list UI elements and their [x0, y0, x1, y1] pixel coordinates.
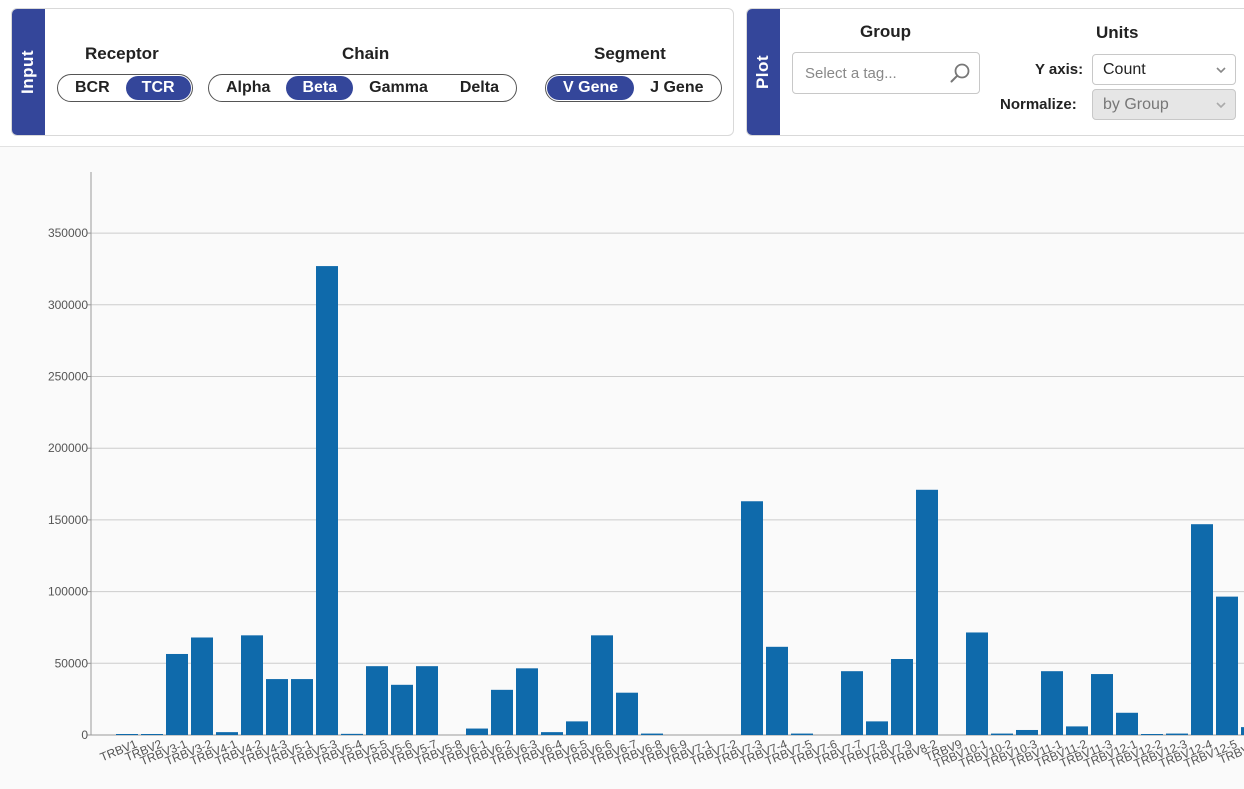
plot-tab-label: Plot — [753, 54, 773, 90]
bar-trbv4-3 — [266, 679, 288, 735]
bar-trbv6-8 — [641, 733, 663, 735]
normalize-value: by Group — [1103, 95, 1169, 113]
bar-trbv11-2 — [1066, 726, 1088, 735]
search-icon[interactable] — [949, 62, 971, 84]
bar-trbv10-2 — [991, 733, 1013, 735]
bar-trbv3-2 — [191, 637, 213, 735]
bar-trbv7-5 — [791, 733, 813, 735]
chain-title: Chain — [342, 44, 390, 63]
bar-trbv12-1 — [1116, 712, 1138, 735]
y-tick-label: 150000 — [48, 513, 88, 527]
bar-trbv7-3 — [741, 501, 763, 735]
bar-trbv3-1 — [166, 653, 188, 735]
y-tick-label: 100000 — [48, 585, 88, 599]
bar-trbv2 — [141, 734, 163, 735]
plot-tab[interactable]: Plot — [747, 9, 780, 135]
y-tick-label: 0 — [81, 728, 88, 742]
bar-trbv5-6 — [391, 684, 413, 735]
bar-trbv11-3 — [1091, 674, 1113, 735]
units-title: Units — [1096, 23, 1139, 42]
y-tick-label: 50000 — [55, 656, 89, 670]
bar-trbv12-3 — [1166, 733, 1188, 735]
bar-trbv10-1 — [966, 632, 988, 735]
bar-trbv6-6 — [591, 635, 613, 735]
segment-toggle: V Gene J Gene — [545, 74, 722, 102]
chain-gamma-button[interactable]: Gamma — [369, 79, 428, 96]
chevron-down-icon — [1216, 102, 1226, 109]
receptor-bcr-button[interactable]: BCR — [75, 79, 110, 96]
segment-title: Segment — [594, 44, 666, 63]
receptor-toggle: BCR TCR — [57, 74, 193, 102]
bar-trbv7-8 — [866, 721, 888, 735]
y-tick-label: 250000 — [48, 370, 88, 384]
bar-trbv6-3 — [516, 668, 538, 735]
segment-j-gene-button[interactable]: J Gene — [650, 79, 704, 96]
bar-trbv6-1 — [466, 728, 488, 735]
bar-trbv13 — [1241, 727, 1244, 735]
bar-trbv7-7 — [841, 671, 863, 735]
y-tick-label: 300000 — [48, 298, 88, 312]
y-axis-label: Y axis: — [1035, 61, 1084, 78]
chain-beta-button[interactable]: Beta — [286, 76, 354, 100]
receptor-tcr-button[interactable]: TCR — [125, 76, 191, 100]
bar-chart: 0 50000 100000 150000 200000 250000 300000 3500… — [48, 172, 1244, 771]
bar-trbv1 — [116, 734, 138, 735]
bar-trbv6-2 — [491, 689, 513, 735]
bar-trbv7-4 — [766, 646, 788, 735]
bar-trbv8-2 — [916, 489, 938, 735]
y-tick-label: 350000 — [48, 226, 88, 240]
bar-trbv12-5 — [1216, 596, 1238, 735]
y-tick-label: 200000 — [48, 441, 88, 455]
bar-trbv12-2 — [1141, 734, 1163, 735]
bar-trbv6-4 — [541, 732, 563, 735]
receptor-title: Receptor — [85, 44, 159, 63]
bar-trbv5-5 — [366, 666, 388, 735]
bar-trbv5-4 — [341, 733, 363, 735]
input-tab[interactable]: Input — [12, 9, 45, 135]
bar-trbv4-1 — [216, 732, 238, 735]
y-axis-select[interactable]: Count — [1092, 54, 1236, 85]
bar-trbv5-1 — [291, 679, 313, 735]
bar-trbv7-9 — [891, 658, 913, 735]
input-panel: Input Receptor BCR TCR Chain Alpha Beta … — [11, 8, 734, 136]
group-tag-search — [792, 52, 980, 94]
normalize-label: Normalize: — [1000, 96, 1077, 113]
plot-panel: Plot Group Units Y axis: Count Normalize… — [746, 8, 1244, 136]
input-tab-label: Input — [18, 49, 38, 95]
chain-alpha-button[interactable]: Alpha — [226, 79, 271, 96]
group-title: Group — [860, 22, 911, 41]
y-axis-value: Count — [1103, 60, 1146, 78]
chevron-down-icon — [1216, 67, 1226, 74]
bar-trbv5-7 — [416, 666, 438, 735]
chain-delta-button[interactable]: Delta — [459, 79, 499, 96]
normalize-select[interactable]: by Group — [1092, 89, 1236, 120]
bar-trbv6-5 — [566, 721, 588, 735]
bar-trbv11-1 — [1041, 671, 1063, 735]
chain-toggle: Alpha Beta Gamma Delta — [208, 74, 517, 102]
bar-trbv6-7 — [616, 692, 638, 735]
bar-trbv12-4 — [1191, 524, 1213, 735]
bar-trbv4-2 — [241, 635, 263, 735]
group-tag-input[interactable] — [805, 53, 945, 93]
segment-v-gene-button[interactable]: V Gene — [547, 76, 635, 100]
bar-trbv5-3 — [316, 266, 338, 735]
chart-area: 0 50000 100000 150000 200000 250000 300000 3500… — [0, 146, 1244, 789]
bar-trbv10-3 — [1016, 729, 1038, 735]
